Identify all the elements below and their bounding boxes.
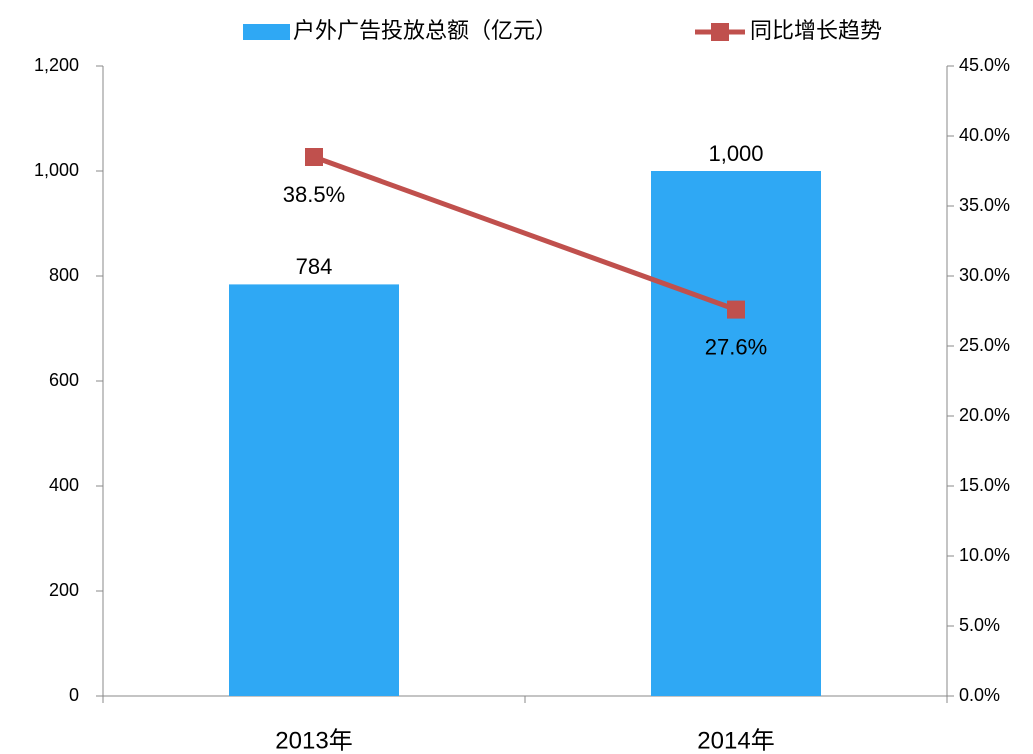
y-tick-label: 800 — [49, 265, 79, 285]
line-value-label: 27.6% — [705, 334, 767, 359]
y2-tick-label: 10.0% — [959, 545, 1010, 565]
y2-tick-label: 40.0% — [959, 125, 1010, 145]
y2-tick-label: 25.0% — [959, 335, 1010, 355]
line — [313, 154, 737, 312]
legend-label: 户外广告投放总额（亿元） — [293, 18, 557, 43]
line-value-label: 38.5% — [283, 182, 345, 207]
y2-tick-label: 15.0% — [959, 475, 1010, 495]
legend-swatch — [243, 24, 290, 40]
y2-tick-label: 35.0% — [959, 195, 1010, 215]
y2-tick-label: 45.0% — [959, 55, 1010, 75]
x-tick-label: 2013年 — [275, 727, 352, 754]
x-tick-label: 2014年 — [697, 727, 774, 754]
y-tick-label: 1,200 — [34, 55, 79, 75]
bar-value-label: 784 — [296, 254, 333, 279]
y2-tick-label: 5.0% — [959, 615, 1000, 635]
line-marker — [727, 300, 745, 319]
bar — [651, 171, 821, 696]
legend-marker — [711, 23, 729, 41]
bar-value-label: 1,000 — [708, 141, 763, 166]
line-marker — [305, 148, 323, 166]
y2-tick-label: 0.0% — [959, 685, 1000, 705]
y-tick-label: 1,000 — [34, 160, 79, 180]
y-tick-label: 400 — [49, 475, 79, 495]
y2-tick-label: 30.0% — [959, 265, 1010, 285]
bar — [229, 284, 399, 696]
y-tick-label: 600 — [49, 370, 79, 390]
y2-tick-label: 20.0% — [959, 405, 1010, 425]
y-tick-label: 0 — [69, 685, 79, 705]
y-tick-label: 200 — [49, 580, 79, 600]
legend-label: 同比增长趋势 — [750, 18, 882, 43]
